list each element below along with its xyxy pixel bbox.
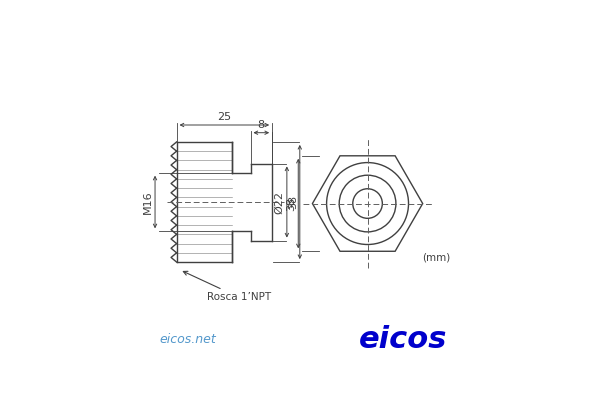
Text: 38: 38 (286, 196, 296, 211)
Text: (mm): (mm) (422, 252, 451, 262)
Text: 38: 38 (288, 195, 298, 209)
Text: eicos.net: eicos.net (160, 332, 217, 346)
Text: Rosca 1’NPT: Rosca 1’NPT (184, 271, 272, 302)
Text: 8: 8 (258, 120, 265, 130)
Text: eicos: eicos (359, 324, 448, 354)
Text: M16: M16 (143, 190, 153, 214)
Text: Ø22: Ø22 (274, 190, 284, 214)
Text: 25: 25 (217, 112, 232, 122)
